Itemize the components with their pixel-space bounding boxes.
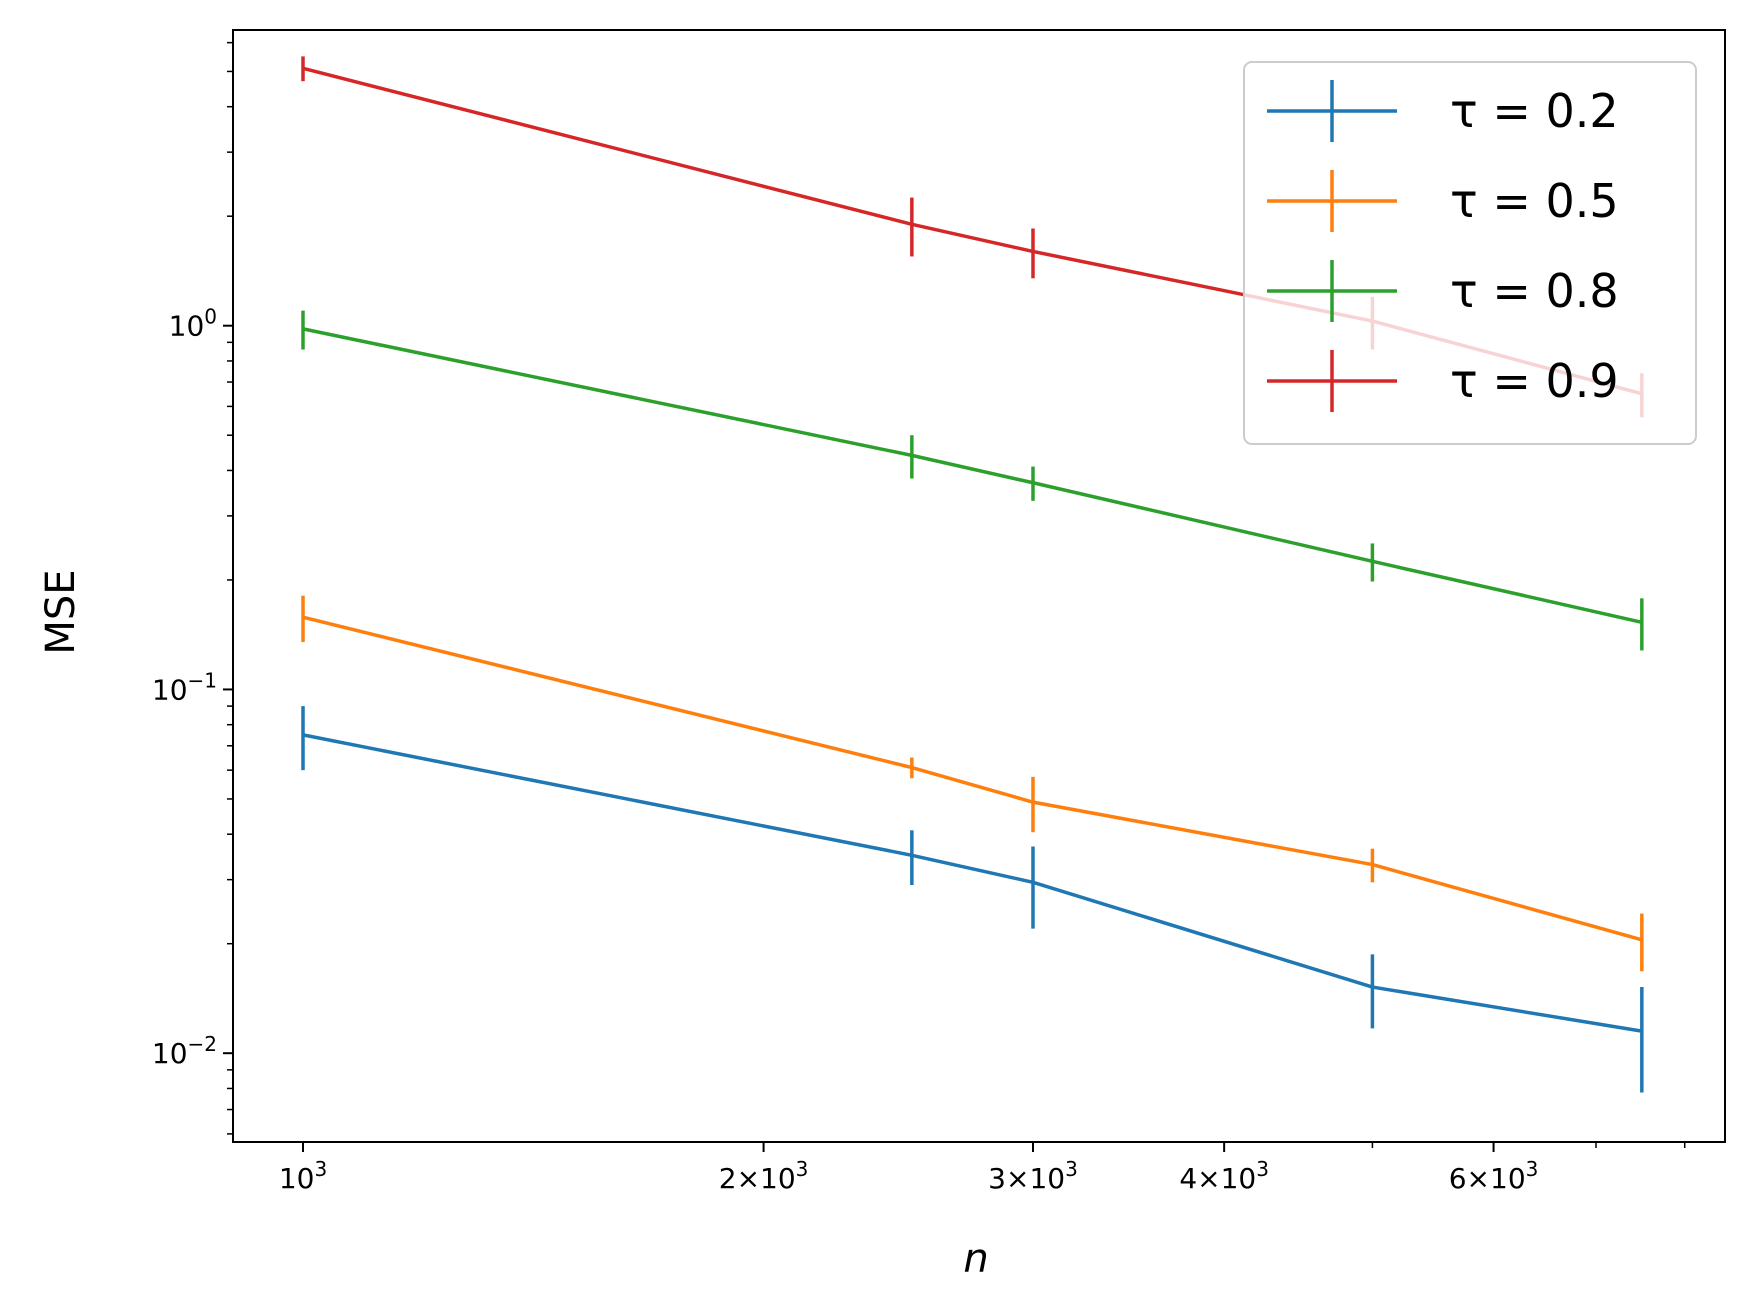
series-2 [301, 595, 1644, 972]
series-1 [301, 706, 1644, 1093]
plot-frame [232, 29, 1726, 1143]
axes-layer: 103 2×103 3×103 4×103 6×103 10−2 10−1 100 [152, 29, 1726, 1195]
x-tick-label: 4×103 [1179, 1157, 1269, 1195]
x-tick-label: 6×103 [1449, 1157, 1539, 1195]
legend-entry-4: τ = 0.9 [1267, 350, 1619, 412]
x-tick-label: 103 [279, 1157, 327, 1195]
legend-entry-2: τ = 0.5 [1267, 170, 1619, 232]
legend-entry-1: τ = 0.2 [1267, 80, 1619, 142]
y-tick-label: 10−1 [152, 668, 217, 706]
series-3 [301, 310, 1644, 651]
x-axis-label: n [963, 1236, 988, 1282]
legend-label: τ = 0.2 [1450, 84, 1619, 138]
legend: τ = 0.2 τ = 0.5 τ = 0.8 τ = 0.9 [1243, 61, 1697, 445]
legend-label: τ = 0.8 [1450, 264, 1619, 318]
x-tick-label: 3×103 [988, 1157, 1078, 1195]
x-tick-label: 2×103 [719, 1157, 809, 1195]
label-layer: n MSE [38, 569, 989, 1282]
legend-label: τ = 0.5 [1450, 174, 1619, 228]
legend-entry-3: τ = 0.8 [1267, 260, 1619, 322]
legend-box [1243, 61, 1697, 445]
y-tick-label: 100 [169, 305, 217, 343]
y-tick-label: 10−2 [152, 1032, 217, 1070]
legend-label: τ = 0.9 [1450, 354, 1619, 408]
y-axis-label: MSE [38, 569, 84, 654]
